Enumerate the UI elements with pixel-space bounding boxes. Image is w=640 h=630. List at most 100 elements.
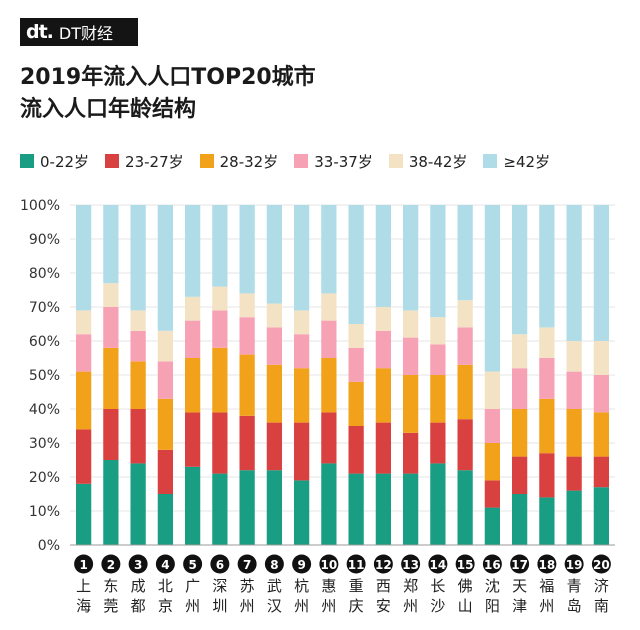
bar-segment [402, 310, 419, 338]
bar-segment [375, 205, 392, 307]
bar-segment [184, 205, 201, 297]
rank-label: 17 [511, 558, 528, 572]
bar-segment [103, 283, 119, 307]
x-tick-label: 西 [376, 577, 391, 595]
y-tick-label: 80% [29, 266, 60, 282]
rank-badge [128, 554, 148, 574]
bar-segment [103, 205, 119, 284]
bar-segment [457, 419, 473, 471]
legend-item: 33-37岁 [294, 151, 373, 172]
x-tick-label: 安 [376, 597, 391, 615]
chart-legend: 0-22岁 23-27岁 28-32岁 33-37岁 38-42岁 ≥42岁 [20, 150, 630, 172]
y-tick-label: 40% [29, 402, 60, 418]
rank-badge [591, 554, 611, 574]
legend-item: 23-27岁 [105, 151, 184, 172]
rank-badge [292, 554, 312, 574]
legend-label: 0-22岁 [40, 152, 90, 171]
x-tick-label: 天 [512, 577, 527, 595]
bar-segment [266, 422, 283, 471]
bar-segment [266, 303, 283, 328]
brand-mark: dt. [26, 21, 54, 43]
bar-segment [266, 327, 283, 365]
bar-segment [266, 470, 283, 545]
legend-swatch [199, 154, 214, 168]
brand-logo: dt. DT财经 [20, 18, 138, 46]
bar-segment [157, 205, 174, 331]
x-tick-label: 苏 [240, 577, 255, 595]
x-tick-label: 州 [403, 597, 418, 615]
bar-segment [130, 409, 146, 464]
bar-segment [184, 296, 201, 321]
rank-label: 6 [216, 558, 224, 572]
bar-segment [539, 358, 555, 399]
rank-badge [537, 554, 557, 574]
bar-segment [293, 480, 310, 545]
bar-segment [402, 337, 419, 375]
rank-badge [564, 554, 584, 574]
rank-badge [373, 554, 393, 574]
rank-label: 10 [321, 558, 338, 572]
legend-item: 0-22岁 [20, 151, 89, 172]
rank-label: 8 [270, 558, 278, 572]
rank-badge [455, 554, 475, 574]
x-tick-label: 山 [458, 597, 473, 615]
bar-segment [511, 494, 528, 545]
y-tick-label: 70% [29, 300, 60, 316]
bar-segment [593, 412, 610, 457]
bar-segment [157, 398, 174, 450]
y-tick-label: 60% [29, 334, 60, 350]
bar-segment [566, 490, 582, 545]
x-tick-label: 杭 [294, 577, 309, 595]
bar-segment [239, 415, 255, 471]
bar-segment [348, 381, 364, 426]
bar-segment [75, 483, 92, 545]
legend-label: 28-32岁 [219, 152, 279, 171]
bar-segment [539, 453, 555, 498]
bar-segment [130, 463, 146, 545]
bar-segment [593, 456, 610, 488]
bar-segment [293, 422, 310, 481]
rank-label: 16 [484, 558, 501, 572]
x-tick-label: 津 [512, 597, 527, 615]
x-tick-label: 州 [321, 597, 336, 615]
bar-segment [75, 334, 92, 372]
x-tick-label: 深 [212, 577, 227, 595]
rank-badge [401, 554, 421, 574]
rank-badge [482, 554, 502, 574]
bar-segment [321, 412, 337, 464]
x-tick-label: 圳 [212, 597, 227, 615]
chart-title-line1: 2019年流入人口TOP20城市 [20, 65, 316, 90]
legend-label: 33-37岁 [314, 152, 373, 171]
bar-segment [566, 341, 582, 372]
rank-label: 19 [566, 558, 583, 572]
bar-segment [375, 368, 392, 423]
legend-swatch [294, 154, 309, 168]
bar-segment [484, 443, 501, 481]
bar-segment [457, 327, 473, 365]
rank-label: 3 [134, 558, 142, 572]
rank-label: 2 [107, 558, 115, 572]
legend-item: ≥42岁 [483, 151, 550, 172]
x-tick-label: 汉 [267, 597, 282, 615]
bar-segment [511, 456, 528, 494]
y-tick-label: 90% [29, 232, 60, 248]
legend-swatch [20, 154, 34, 168]
x-tick-label: 佛 [458, 577, 473, 595]
x-tick-label: 济 [594, 577, 609, 595]
x-tick-label: 莞 [103, 597, 118, 615]
x-tick-label: 重 [349, 577, 364, 595]
rank-badge [237, 554, 257, 574]
bar-segment [157, 361, 174, 399]
bar-segment [593, 205, 610, 341]
bar-segment [402, 473, 419, 545]
bar-segment [103, 409, 119, 460]
bar-segment [130, 361, 146, 409]
bar-segment [321, 320, 337, 358]
x-tick-label: 沈 [485, 577, 500, 595]
rank-label: 15 [457, 558, 474, 572]
rank-label: 11 [348, 558, 365, 572]
bar-segment [130, 205, 146, 311]
bar-segment [348, 347, 364, 382]
bar-segment [130, 330, 146, 362]
bar-segment [239, 470, 255, 545]
